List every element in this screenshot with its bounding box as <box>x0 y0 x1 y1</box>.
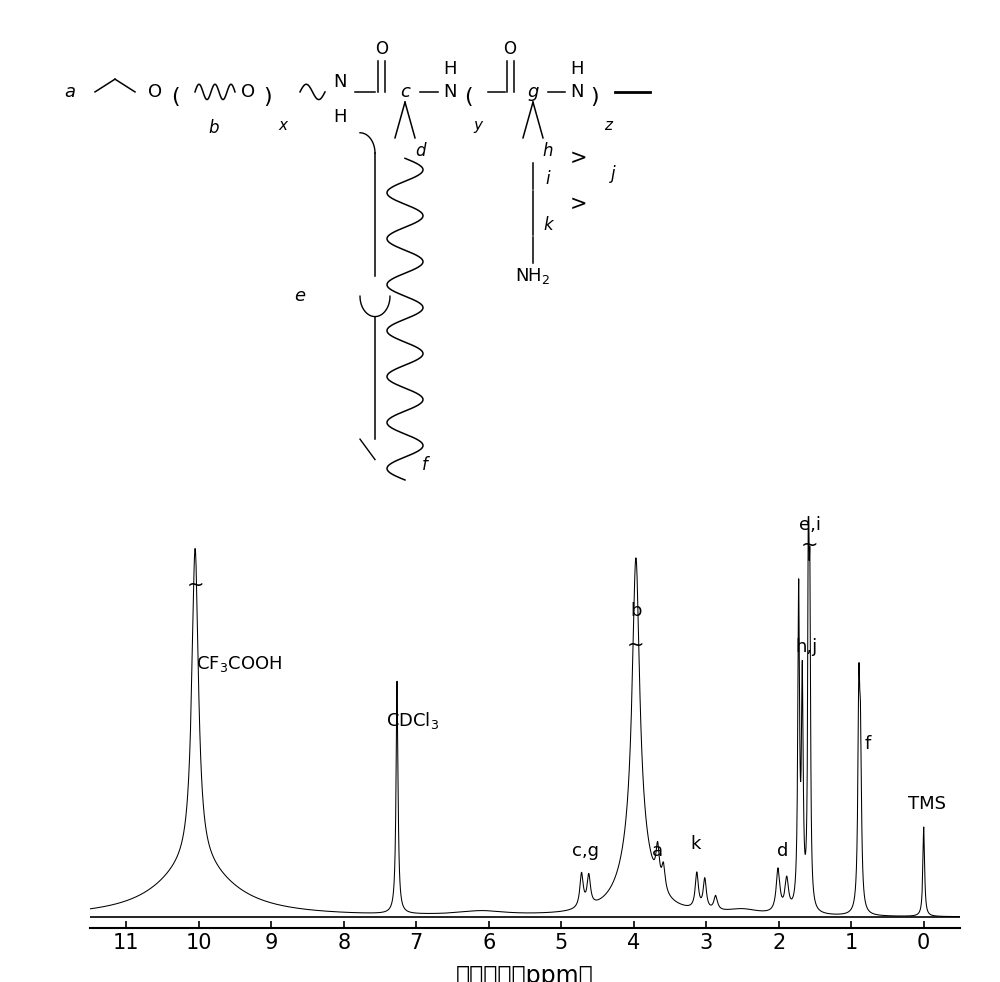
Text: H: H <box>333 108 347 127</box>
Text: (: ( <box>464 87 472 107</box>
Text: O: O <box>148 82 162 101</box>
Text: a: a <box>652 842 663 860</box>
Text: d: d <box>415 141 425 160</box>
Text: N: N <box>570 82 584 101</box>
Text: i: i <box>546 170 550 188</box>
Text: TMS: TMS <box>908 795 946 813</box>
Text: NH$_2$: NH$_2$ <box>515 266 551 286</box>
Text: g: g <box>527 82 539 101</box>
Text: O: O <box>241 82 255 101</box>
X-axis label: 化学位移（ppm）: 化学位移（ppm） <box>456 964 594 982</box>
Text: ~: ~ <box>627 634 645 655</box>
Text: b: b <box>630 602 642 621</box>
Text: O: O <box>376 39 388 58</box>
Text: >: > <box>569 148 587 168</box>
Text: k: k <box>690 835 701 852</box>
Text: j: j <box>611 165 615 183</box>
Text: H: H <box>570 60 584 78</box>
Text: >: > <box>569 194 587 214</box>
Text: e,i: e,i <box>799 517 821 534</box>
Text: e: e <box>294 287 306 305</box>
Text: c: c <box>400 82 410 101</box>
Text: h: h <box>543 141 553 160</box>
Text: a: a <box>64 82 76 101</box>
Text: d: d <box>777 842 788 860</box>
Text: H: H <box>443 60 457 78</box>
Text: f: f <box>865 735 871 752</box>
Text: f: f <box>422 456 428 473</box>
Text: ): ) <box>591 87 599 107</box>
Text: CF$_3$COOH: CF$_3$COOH <box>196 654 282 674</box>
Text: (: ( <box>171 87 179 107</box>
Text: ~: ~ <box>801 534 818 555</box>
Text: c,g: c,g <box>572 842 599 860</box>
Text: ): ) <box>264 87 272 107</box>
Text: z: z <box>604 118 612 133</box>
Text: ~: ~ <box>186 575 204 595</box>
Text: CDCl$_3$: CDCl$_3$ <box>386 710 439 732</box>
Text: x: x <box>278 118 288 133</box>
Text: k: k <box>543 216 553 234</box>
Text: b: b <box>209 119 219 136</box>
Text: h,j: h,j <box>795 638 817 656</box>
Text: O: O <box>504 39 516 58</box>
Text: y: y <box>474 118 482 133</box>
Text: N: N <box>443 82 457 101</box>
Text: N: N <box>333 73 347 90</box>
